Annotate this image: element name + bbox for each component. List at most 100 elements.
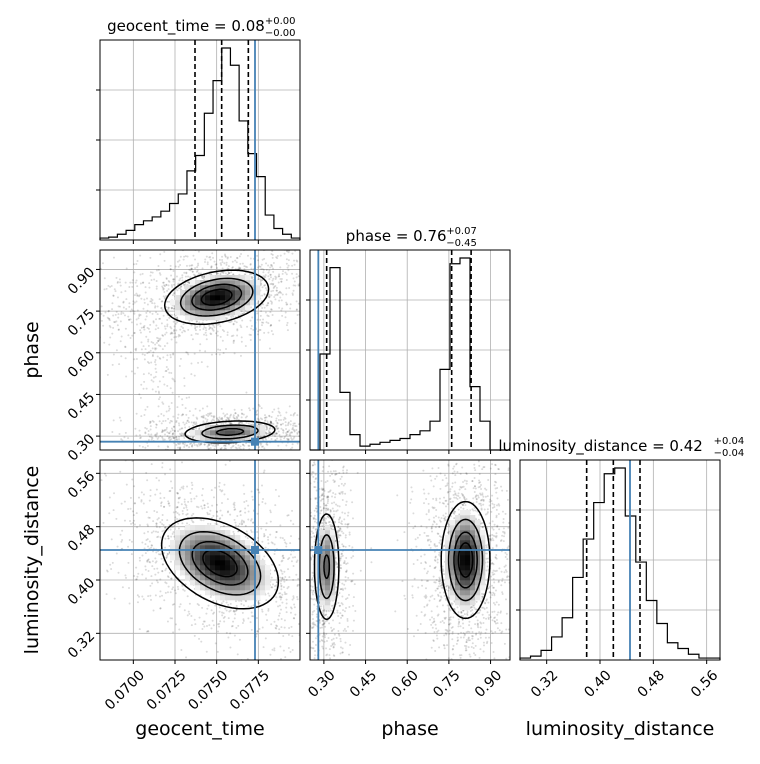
sample-point <box>293 277 295 279</box>
sample-point <box>296 273 298 275</box>
sample-point <box>141 555 143 557</box>
sample-point <box>163 291 165 293</box>
sample-point <box>175 341 177 343</box>
density-cell <box>245 555 250 560</box>
sample-point <box>267 304 269 306</box>
sample-point <box>142 273 144 275</box>
sample-point <box>117 324 119 326</box>
sample-point <box>149 421 151 423</box>
density-cell <box>215 525 220 530</box>
sample-point <box>274 285 276 287</box>
sample-point <box>72 309 74 311</box>
sample-point <box>83 248 85 250</box>
sample-point <box>276 625 278 627</box>
sample-point <box>270 521 272 523</box>
sample-point <box>132 303 134 305</box>
sample-point <box>348 654 350 656</box>
sample-point <box>267 275 269 277</box>
sample-point <box>282 294 284 296</box>
sample-point <box>165 370 167 372</box>
sample-point <box>347 626 349 628</box>
sample-point <box>266 522 268 524</box>
sample-point <box>290 431 292 433</box>
sample-point <box>196 326 198 328</box>
sample-point <box>89 238 91 240</box>
sample-point <box>246 422 248 424</box>
sample-point <box>229 632 231 634</box>
sample-point <box>156 511 158 513</box>
sample-point <box>211 252 213 254</box>
sample-point <box>254 452 256 454</box>
density-cell <box>210 555 215 560</box>
sample-point <box>221 419 223 421</box>
sample-point <box>158 405 160 407</box>
sample-point <box>190 498 192 500</box>
sample-point <box>143 493 145 495</box>
sample-point <box>111 302 113 304</box>
sample-point <box>268 272 270 274</box>
sample-point <box>236 261 238 263</box>
sample-point <box>156 523 158 525</box>
sample-point <box>124 574 126 576</box>
sample-point <box>188 421 190 423</box>
sample-point <box>302 293 304 295</box>
sample-point <box>166 435 168 437</box>
sample-point <box>220 510 222 512</box>
sample-point <box>258 628 260 630</box>
sample-point <box>196 495 198 497</box>
sample-point <box>93 556 95 558</box>
sample-point <box>149 585 151 587</box>
sample-point <box>157 265 159 267</box>
sample-point <box>189 603 191 605</box>
sample-point <box>223 493 225 495</box>
sample-point <box>250 529 252 531</box>
sample-point <box>273 262 275 264</box>
sample-point <box>242 618 244 620</box>
sample-point <box>126 267 128 269</box>
sample-point <box>173 321 175 323</box>
sample-point <box>294 285 296 287</box>
sample-point <box>185 656 187 658</box>
sample-point <box>182 327 184 329</box>
sample-point <box>190 268 192 270</box>
sample-point <box>159 338 161 340</box>
sample-point <box>71 560 73 562</box>
sample-point <box>280 626 282 628</box>
density-cell <box>245 290 250 295</box>
sample-point <box>278 411 280 413</box>
sample-point <box>349 532 351 534</box>
sample-point <box>182 513 184 515</box>
density-cell <box>185 555 190 560</box>
sample-point <box>158 392 160 394</box>
sample-point <box>169 408 171 410</box>
sample-point <box>139 453 141 455</box>
sample-point <box>101 320 103 322</box>
sample-point <box>281 618 283 620</box>
sample-point <box>236 257 238 259</box>
sample-point <box>256 413 258 415</box>
sample-point <box>133 520 135 522</box>
sample-point <box>306 612 308 614</box>
sample-point <box>205 327 207 329</box>
sample-point <box>279 577 281 579</box>
sample-point <box>170 452 172 454</box>
sample-point <box>175 592 177 594</box>
sample-point <box>128 302 130 304</box>
sample-point <box>102 325 104 327</box>
sample-point <box>307 262 309 264</box>
sample-point <box>278 564 280 566</box>
sample-point <box>307 430 309 432</box>
sample-point <box>178 438 180 440</box>
sample-point <box>286 433 288 435</box>
sample-point <box>169 490 171 492</box>
sample-point <box>156 280 158 282</box>
sample-point <box>285 424 287 426</box>
sample-point <box>352 517 354 519</box>
sample-point <box>113 353 115 355</box>
sample-point <box>164 430 166 432</box>
sample-point <box>191 484 193 486</box>
sample-point <box>153 610 155 612</box>
sample-point <box>137 310 139 312</box>
sample-point <box>306 304 308 306</box>
sample-point <box>150 425 152 427</box>
